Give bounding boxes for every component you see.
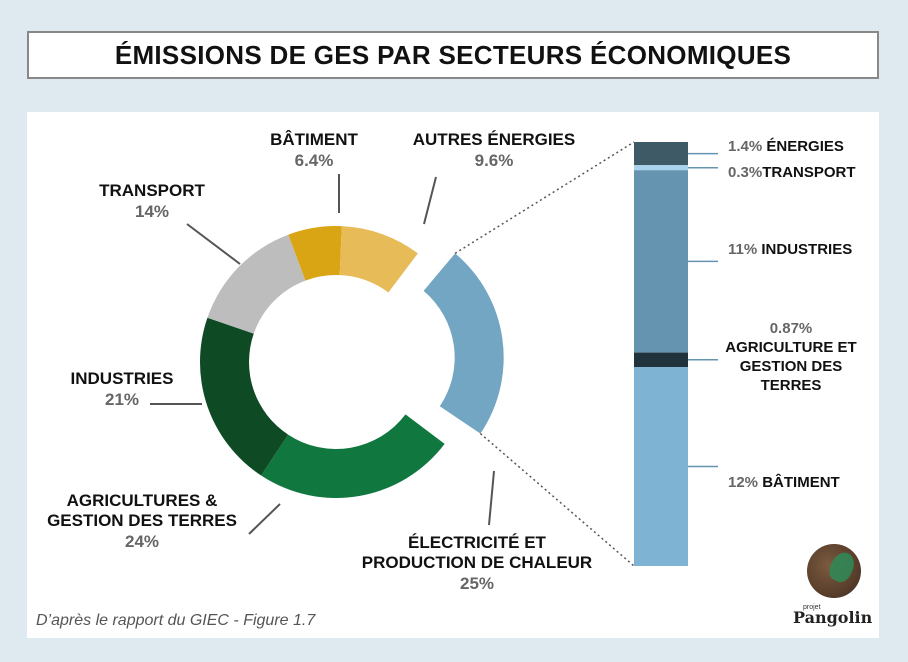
chart-title: ÉMISSIONS DE GES PAR SECTEURS ÉCONOMIQUE… — [114, 39, 792, 70]
bar-segment-0-87-agriculture-et-gestion-des-terres — [634, 352, 688, 368]
pie-slice-industries — [199, 317, 289, 476]
pie-label-industries: INDUSTRIES 21% — [71, 369, 174, 409]
pie-slice-batiment — [288, 226, 342, 281]
leader-line-autres-energies — [423, 176, 437, 225]
zoom-connector-bottom — [479, 433, 635, 567]
leader-line-agricultures-gestion-des-terres — [248, 503, 281, 535]
pie-label-agricultures-gestion-des-terres: AGRICULTURES & GESTION DES TERRES 24% — [47, 491, 237, 551]
pie-slice-electricite-et-production-de-chaleur — [423, 253, 504, 434]
pie-slice-agricultures-gestion-des-terres — [261, 414, 445, 498]
bar-label-11-industries: 11% INDUSTRIES — [728, 241, 852, 258]
bar-segment-1-4-energies — [634, 142, 688, 166]
bar-label-12-batiment: 12% BÂTIMENT — [728, 473, 840, 491]
bar-label-0-87-agriculture-et-gestion-des-terres: 0.87% AGRICULTURE ET GESTION DES TERRES — [725, 320, 856, 394]
pie-label-autres-energies: AUTRES ÉNERGIES 9.6% — [413, 130, 575, 170]
bar-segment-12-batiment — [634, 367, 688, 566]
bar-label-1-4-energies: 1.4% ÉNERGIES — [728, 138, 844, 155]
source-caption: D’après le rapport du GIEC - Figure 1.7 — [36, 612, 316, 629]
pie-label-batiment: BÂTIMENT 6.4% — [270, 130, 358, 170]
pie-slice-autres-energies — [339, 226, 418, 293]
leader-line-transport — [186, 223, 241, 265]
bar-segment-11-industries — [634, 170, 688, 353]
logo-small-text: projet — [803, 604, 821, 611]
bar-segment-0-3-transport — [634, 165, 688, 171]
chart-svg: BÂTIMENT 6.4% AUTRES ÉNERGIES 9.6% ÉLECTRICI… — [47, 130, 857, 593]
zoom-connector-top — [454, 141, 635, 255]
pie-slice-transport — [207, 234, 306, 334]
bar-label-0-3-transport: 0.3%TRANSPORT — [728, 164, 856, 181]
pie-label-electricite-et-production-de-chaleur: ÉLECTRICITÉ ET PRODUCTION DE CHALEUR 25% — [362, 533, 592, 593]
title-box: ÉMISSIONS DE GES PAR SECTEURS ÉCONOMIQUE… — [27, 31, 879, 79]
pangolin-logo: projet Pangolin — [793, 544, 883, 628]
leader-line-electricite-et-production-de-chaleur — [488, 470, 495, 526]
pie-label-transport: TRANSPORT 14% — [99, 181, 205, 221]
pangolin-logo-icon — [807, 544, 861, 598]
logo-name: Pangolin — [793, 608, 873, 627]
chart-panel: BÂTIMENT 6.4% AUTRES ÉNERGIES 9.6% ÉLECTRICI… — [27, 112, 879, 638]
